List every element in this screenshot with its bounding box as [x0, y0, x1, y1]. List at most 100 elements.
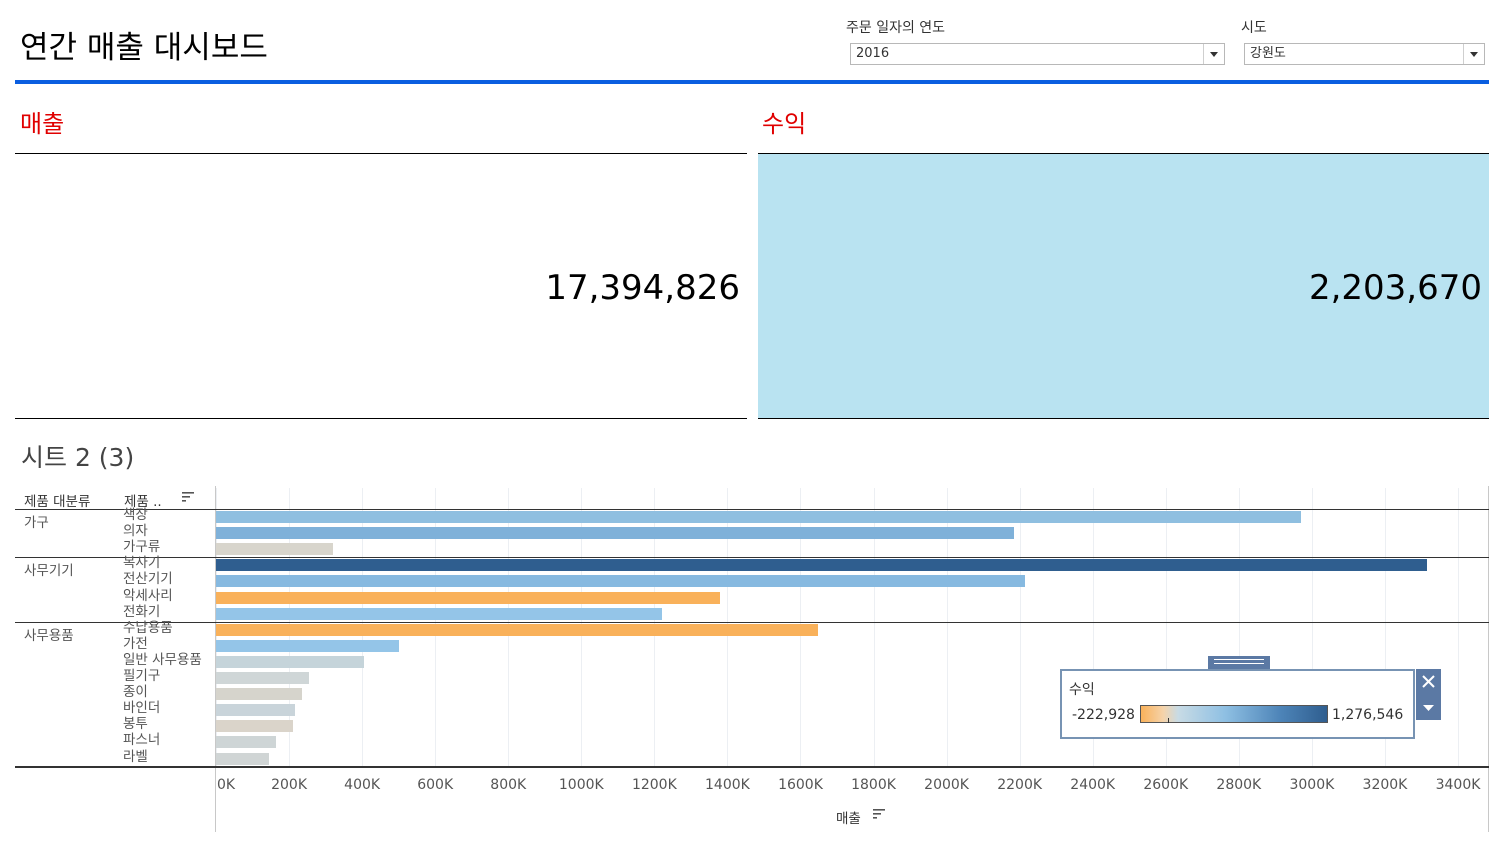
- profit-kpi-rule: [758, 153, 1489, 154]
- legend-color-ramp: [1140, 705, 1328, 723]
- sales-kpi-rule: [15, 153, 747, 154]
- gridline: [1019, 488, 1021, 766]
- bar[interactable]: [216, 672, 310, 684]
- legend-title: 수익: [1069, 682, 1095, 698]
- header-divider: [15, 80, 1489, 84]
- subcategory-label[interactable]: 일반 사무용품: [123, 651, 202, 668]
- x-tick-label: 0K: [216, 777, 236, 793]
- group-separator: [15, 557, 1489, 559]
- bar[interactable]: [216, 704, 295, 717]
- header-subcategory[interactable]: 제품 ..: [124, 494, 162, 510]
- bar[interactable]: [216, 543, 333, 556]
- x-axis-title[interactable]: 매출: [836, 811, 861, 827]
- gridline: [1384, 488, 1386, 766]
- subcategory-label[interactable]: 바인더: [123, 700, 161, 717]
- year-filter-value: 2016: [856, 46, 890, 61]
- gridline: [1311, 488, 1313, 766]
- x-tick-label: 2000K: [924, 777, 969, 793]
- subcategory-label[interactable]: 라벨: [123, 748, 148, 765]
- profit-kpi-value: 2,203,670: [1308, 268, 1482, 308]
- year-filter-label: 주문 일자의 연도: [846, 20, 946, 36]
- sales-kpi-title: 매출: [20, 110, 65, 138]
- subcategory-label[interactable]: 가구류: [123, 539, 161, 556]
- chart-right-border: [1488, 486, 1489, 832]
- subcategory-label[interactable]: 악세사리: [123, 587, 173, 604]
- category-label[interactable]: 사무기기: [24, 563, 74, 580]
- region-filter-dropdown[interactable]: 강원도: [1244, 43, 1485, 65]
- bar[interactable]: [216, 607, 662, 620]
- bar[interactable]: [216, 623, 818, 636]
- chevron-down-icon[interactable]: [1423, 704, 1434, 712]
- legend-min-label: -222,928: [1072, 707, 1135, 723]
- x-tick-label: 1200K: [631, 777, 677, 793]
- profit-color-legend[interactable]: 수익 -222,928 1,276,546: [1060, 669, 1415, 739]
- subcategory-label[interactable]: 가전: [123, 635, 148, 652]
- bar[interactable]: [216, 511, 1301, 523]
- chevron-down-icon[interactable]: [1463, 44, 1484, 64]
- x-tick-label: 2400K: [1070, 777, 1116, 793]
- header-category[interactable]: 제품 대분류: [24, 494, 91, 510]
- x-tick-label: 3200K: [1362, 777, 1408, 793]
- x-tick-label: 400K: [344, 777, 381, 793]
- dashboard-title: 연간 매출 대시보드: [20, 30, 268, 66]
- x-tick-label: 1800K: [851, 777, 896, 793]
- group-separator: [15, 621, 1489, 623]
- x-tick-label: 600K: [417, 777, 454, 793]
- region-filter-value: 강원도: [1250, 46, 1286, 61]
- gridline: [1092, 488, 1094, 766]
- gridline: [1458, 488, 1459, 766]
- gridline: [1165, 488, 1167, 766]
- bar[interactable]: [216, 736, 277, 749]
- region-filter-label: 시도: [1241, 20, 1267, 36]
- group-separator: [15, 509, 1489, 510]
- legend-max-label: 1,276,546: [1332, 707, 1404, 723]
- x-tick-label: 3400K: [1435, 777, 1481, 793]
- profit-kpi-title: 수익: [762, 110, 807, 138]
- bar[interactable]: [216, 639, 399, 652]
- close-icon[interactable]: [1422, 675, 1435, 688]
- subcategory-label[interactable]: 필기구: [123, 668, 161, 684]
- bar[interactable]: [216, 591, 721, 604]
- bar[interactable]: [216, 752, 269, 765]
- sales-kpi-value: 17,394,826: [545, 268, 740, 308]
- chevron-down-icon[interactable]: [1203, 44, 1224, 64]
- x-tick-label: 1600K: [778, 777, 823, 793]
- gridline: [1238, 488, 1240, 766]
- profit-kpi-panel[interactable]: 2,203,670: [758, 154, 1489, 418]
- sales-kpi-panel[interactable]: 17,394,826: [15, 154, 747, 418]
- legend-toolbar[interactable]: [1416, 669, 1441, 720]
- x-tick-label: 1400K: [705, 777, 750, 793]
- sales-kpi-bottom-rule: [15, 418, 747, 419]
- x-tick-label: 2600K: [1143, 777, 1189, 793]
- category-label[interactable]: 가구: [24, 515, 49, 531]
- subcategory-label[interactable]: 전화기: [123, 603, 161, 620]
- bar[interactable]: [216, 688, 302, 701]
- bar[interactable]: [216, 527, 1015, 540]
- x-tick-label: 1000K: [558, 777, 604, 793]
- subcategory-label[interactable]: 복사기: [123, 555, 161, 572]
- axis-pane-divider: [215, 486, 216, 832]
- x-tick-label: 2200K: [997, 777, 1043, 793]
- sheet-title: 시트 2 (3): [21, 443, 135, 472]
- sort-icon[interactable]: [181, 491, 195, 503]
- x-tick-label: 800K: [490, 777, 527, 793]
- subcategory-label[interactable]: 봉투: [123, 716, 148, 733]
- legend-drag-handle[interactable]: [1208, 656, 1270, 669]
- sort-icon[interactable]: [872, 808, 886, 820]
- subcategory-label[interactable]: 의자: [123, 523, 148, 540]
- subcategory-label[interactable]: 파스너: [123, 732, 161, 749]
- x-tick-label: 200K: [271, 777, 307, 793]
- bar[interactable]: [216, 655, 364, 668]
- bar[interactable]: [216, 575, 1026, 588]
- gridline: [873, 488, 875, 766]
- bar[interactable]: [216, 559, 1427, 572]
- category-label[interactable]: 사무용품: [24, 627, 74, 644]
- year-filter-dropdown[interactable]: 2016: [850, 43, 1225, 65]
- subcategory-label[interactable]: 종이: [123, 684, 148, 701]
- gridline: [946, 488, 948, 766]
- subcategory-label[interactable]: 책장: [123, 507, 148, 523]
- subcategory-label[interactable]: 수납용품: [123, 619, 173, 636]
- bar[interactable]: [216, 720, 293, 733]
- chart-bottom-rule: [15, 765, 1489, 768]
- subcategory-label[interactable]: 전산기기: [123, 571, 173, 588]
